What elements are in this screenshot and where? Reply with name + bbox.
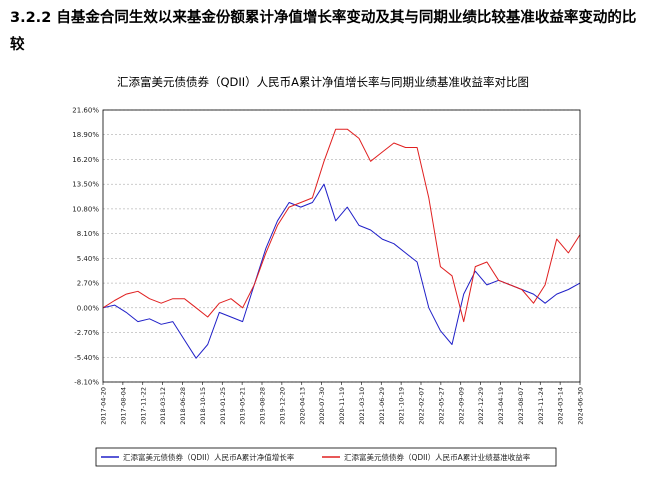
- x-axis-ticks: 2017-04-20 2017-08-04 2017-11-22 2018-03-12…: [100, 382, 585, 425]
- x-tick-label: 2019-05-21: [239, 387, 247, 425]
- x-tick-label: 2018-10-15: [199, 387, 207, 425]
- x-tick-label: 2020-11-19: [338, 387, 346, 425]
- y-tick-label: -5.40%: [74, 354, 99, 362]
- y-tick-label: 21.60%: [72, 107, 99, 115]
- legend-label-benchmark: 汇添富美元债债券（QDII）人民币A累计业绩基准收益率: [344, 452, 531, 462]
- legend: 汇添富美元债债券（QDII）人民币A累计净值增长率 汇添富美元债债券（QDII）…: [95, 447, 557, 467]
- chart-gridlines: [103, 109, 580, 383]
- x-tick-label: 2022-05-27: [437, 387, 445, 425]
- x-tick-label: 2022-09-09: [457, 387, 465, 425]
- x-tick-label: 2019-01-25: [219, 387, 227, 425]
- y-axis-ticks: 21.60% 18.90% 16.20% 13.50% 10.80% 8.10% 5.40%…: [72, 107, 99, 387]
- x-tick-label: 2023-08-07: [517, 387, 525, 425]
- x-tick-label: 2020-04-13: [298, 387, 306, 425]
- y-tick-label: 10.80%: [72, 205, 99, 213]
- y-tick-label: 16.20%: [72, 156, 99, 164]
- x-tick-label: 2019-12-20: [278, 387, 286, 425]
- x-tick-label: 2017-04-20: [100, 387, 108, 425]
- series-line-nav-growth: [102, 183, 581, 359]
- x-tick-label: 2021-03-10: [358, 387, 366, 425]
- y-tick-label: 0.00%: [77, 304, 100, 312]
- x-tick-label: 2017-11-22: [139, 387, 147, 425]
- x-tick-label: 2022-12-29: [477, 387, 485, 425]
- y-tick-label: 2.70%: [77, 280, 100, 288]
- x-tick-label: 2023-11-24: [537, 387, 545, 425]
- chart-series: [102, 128, 581, 359]
- y-tick-label: 18.90%: [72, 131, 99, 139]
- chart-title: 汇添富美元债债券（QDII）人民币A累计净值增长率与同期业绩基准收益率对比图: [116, 75, 530, 89]
- x-tick-label: 2018-06-28: [179, 387, 187, 425]
- x-tick-label: 2019-08-28: [259, 387, 267, 425]
- x-tick-label: 2024-06-30: [577, 387, 585, 425]
- section-heading: 3.2.2 自基金合同生效以来基金份额累计净值增长率变动及其与同期业绩比较基准收…: [10, 10, 637, 53]
- x-tick-label: 2017-08-04: [119, 387, 127, 425]
- x-tick-label: 2023-04-19: [497, 387, 505, 425]
- x-tick-label: 2021-10-19: [398, 387, 406, 425]
- y-tick-label: -2.70%: [74, 329, 99, 337]
- plot-frame: [102, 109, 581, 383]
- x-tick-label: 2018-03-12: [159, 387, 167, 425]
- x-tick-label: 2024-03-14: [557, 387, 565, 425]
- x-tick-label: 2022-02-07: [418, 387, 426, 425]
- legend-label-nav: 汇添富美元债债券（QDII）人民币A累计净值增长率: [123, 452, 295, 462]
- y-tick-label: 8.10%: [77, 230, 100, 238]
- y-tick-label: -8.10%: [74, 379, 99, 387]
- y-tick-label: 13.50%: [72, 181, 99, 189]
- x-tick-label: 2020-07-30: [318, 387, 326, 425]
- series-line-benchmark: [102, 128, 581, 323]
- x-tick-label: 2021-06-29: [378, 387, 386, 425]
- y-tick-label: 5.40%: [77, 255, 100, 263]
